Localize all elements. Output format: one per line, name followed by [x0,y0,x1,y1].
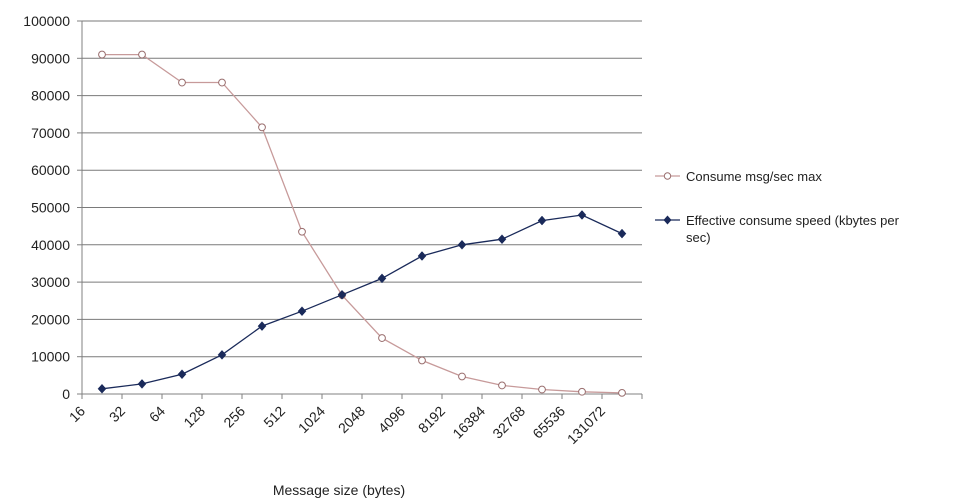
data-point [538,385,546,394]
data-point [258,123,266,132]
x-tick-label: 131072 [564,403,608,447]
x-tick-label: 32 [106,403,128,425]
data-point [378,334,386,342]
data-point [457,239,467,250]
series-1 [98,50,626,397]
x-axis: 16 32 64 128 256 512 1024 2048 4096 8192 16384 3276… [66,394,643,447]
data-point [98,50,106,59]
series-layer [97,50,627,397]
data-point [617,228,627,239]
data-point [218,78,226,87]
data-point [578,387,586,396]
data-point [417,251,427,261]
data-point [537,215,547,226]
x-tick-label: 1024 [295,403,328,436]
data-point [577,210,587,220]
series-2 [97,210,627,394]
x-tick-label: 64 [146,403,168,425]
y-tick-label: 80000 [31,88,70,104]
data-point [298,227,306,236]
legend-marker [663,215,672,225]
y-tick-label: 50000 [31,200,70,216]
x-tick-label: 32768 [489,403,528,442]
x-tick-label: 16384 [449,403,488,442]
y-tick-label: 70000 [31,125,70,141]
y-tick-label: 40000 [31,237,70,253]
data-point [177,369,187,380]
data-point [498,381,506,390]
data-point [458,372,466,381]
x-tick-label: 16 [66,403,88,425]
x-tick-label: 512 [260,403,288,431]
series-line [101,214,623,390]
legend-label: sec) [686,230,711,245]
data-point [257,321,267,331]
y-tick-label: 20000 [31,311,70,327]
x-tick-label: 2048 [335,403,368,436]
y-tick-label: 60000 [31,162,70,178]
y-axis: 0 10000 20000 30000 40000 50000 60000 70000 8000… [23,13,82,402]
x-tick-label: 256 [220,403,248,431]
x-tick-label: 128 [180,403,208,431]
y-tick-label: 100000 [23,13,70,29]
y-tick-label: 0 [62,386,70,402]
data-point [217,349,227,360]
x-axis-title: Message size (bytes) [273,482,405,498]
gridlines [82,20,642,358]
data-point [337,289,347,300]
y-tick-label: 90000 [31,50,70,66]
data-point [497,234,507,245]
x-tick-label: 4096 [375,403,408,436]
legend-item-1: Consume msg/sec max [655,169,822,184]
data-point [377,273,387,284]
legend-marker [663,172,672,180]
data-point [97,383,107,394]
y-tick-label: 10000 [31,349,70,365]
legend: Consume msg/sec max Effective consume spe… [655,169,900,245]
legend-item-2: Effective consume speed (kbytes per sec) [655,213,900,245]
x-tick-label: 8192 [415,403,448,436]
series-line [102,53,623,394]
legend-label: Consume msg/sec max [686,169,822,184]
data-point [618,388,626,397]
data-point [418,356,426,365]
y-tick-label: 30000 [31,274,70,290]
data-point [137,379,147,389]
data-point [297,306,307,317]
data-point [138,50,146,59]
legend-label: Effective consume speed (kbytes per [686,213,900,228]
data-point [178,78,186,87]
